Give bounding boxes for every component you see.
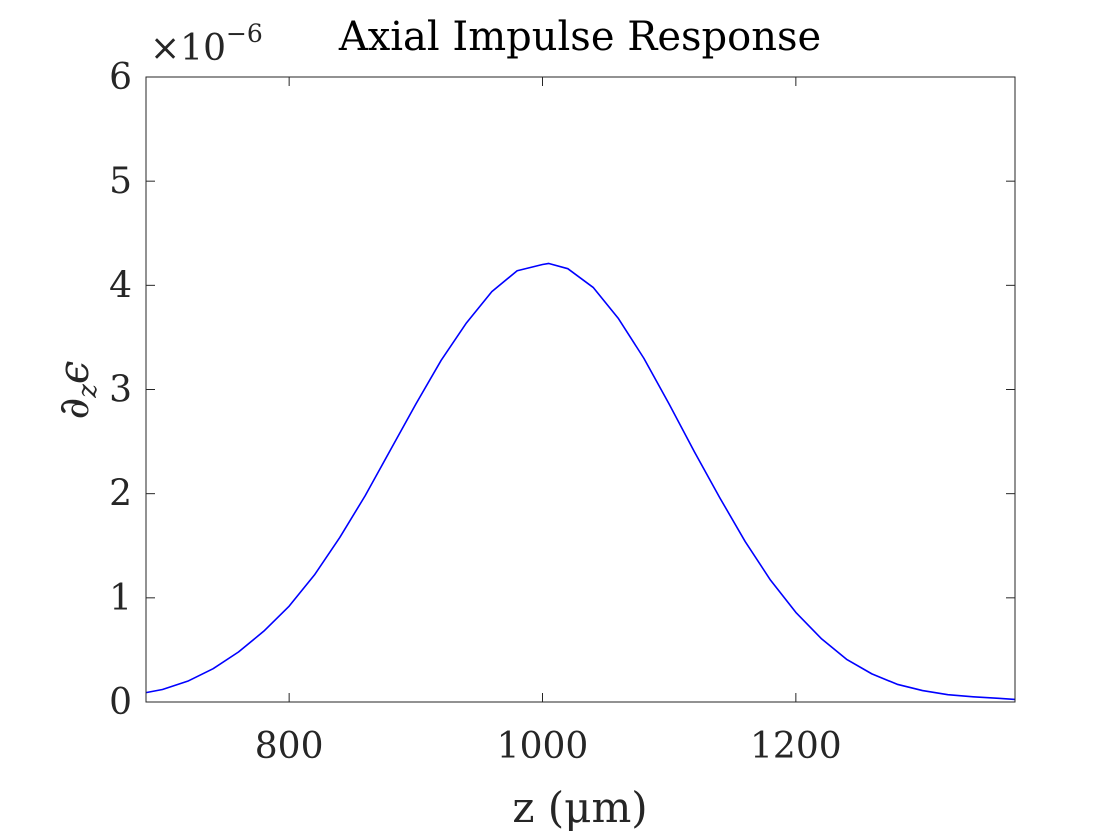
x-tick-label: 800 bbox=[255, 726, 324, 767]
x-tick-label: 1000 bbox=[497, 726, 589, 767]
y-tick-label: 0 bbox=[109, 682, 132, 723]
x-tick-label: 1200 bbox=[750, 726, 842, 767]
chart-title: Axial Impulse Response bbox=[338, 14, 821, 60]
plot-content bbox=[145, 262, 1016, 701]
y-tick-label: 6 bbox=[109, 57, 132, 98]
y-tick-label: 2 bbox=[109, 474, 132, 515]
y-multiplier: ×10−6 bbox=[150, 19, 263, 69]
x-axis-label: z (μm) bbox=[512, 783, 647, 832]
x-axis-ticks: 800 1000 1200 bbox=[255, 77, 842, 767]
y-tick-label: 4 bbox=[109, 265, 132, 306]
plot-background bbox=[146, 77, 1015, 702]
y-multiplier-exponent: −6 bbox=[226, 19, 263, 48]
y-axis-label-sub: z bbox=[73, 384, 103, 399]
y-multiplier-base: ×10 bbox=[150, 28, 226, 69]
y-tick-label: 3 bbox=[109, 370, 132, 411]
y-tick-label: 1 bbox=[109, 578, 132, 619]
y-axis-label-tail: ϵ bbox=[49, 361, 98, 385]
series-line-0 bbox=[145, 262, 1016, 701]
y-axis-ticks: 0 1 2 3 4 5 6 bbox=[109, 57, 1015, 723]
y-tick-label: 5 bbox=[109, 161, 132, 202]
y-axis-label: ∂zϵ bbox=[49, 361, 103, 420]
y-axis-label-main: ∂ bbox=[49, 398, 98, 420]
